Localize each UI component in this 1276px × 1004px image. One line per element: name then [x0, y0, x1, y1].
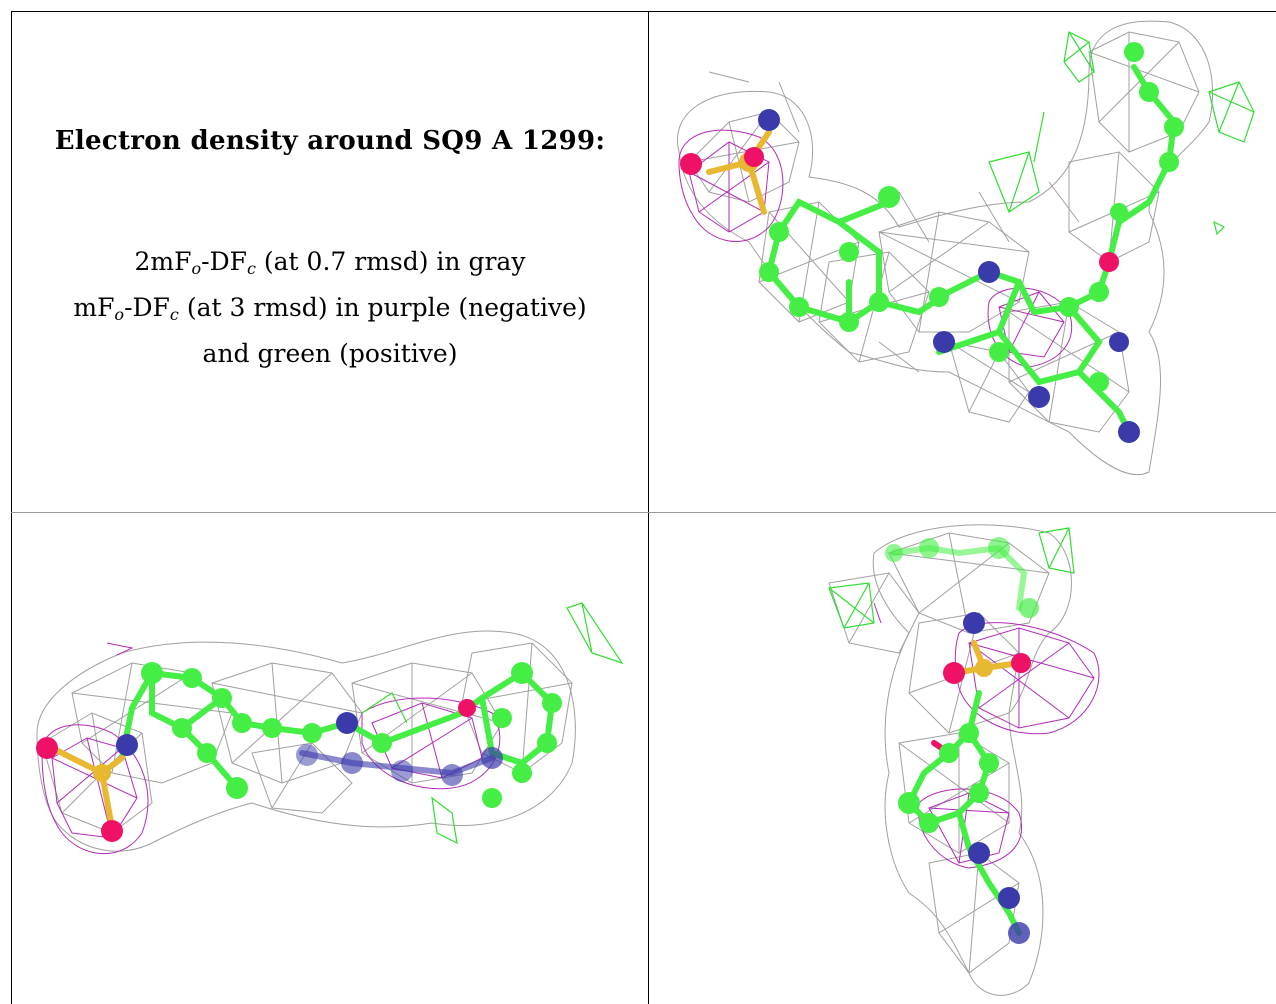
grid-border-top	[11, 11, 1276, 12]
figure-grid: Electron density around SQ9 A 1299: 2mFo…	[11, 11, 1276, 1004]
legend-fofc-b: -DF	[124, 293, 170, 322]
caption-cell: Electron density around SQ9 A 1299: 2mFo…	[12, 12, 648, 512]
legend-fofc-b-sub: c	[169, 305, 179, 324]
density-view-1	[649, 12, 1276, 512]
molecule-icon	[828, 524, 1100, 996]
molecule-icon	[36, 602, 624, 855]
grid-divider-vertical	[648, 11, 649, 1004]
density-view-2	[12, 513, 648, 1004]
legend-2fofc-b: -DF	[201, 247, 247, 276]
grid-divider-horizontal	[11, 512, 1276, 513]
figure-title: Electron density around SQ9 A 1299:	[54, 126, 606, 156]
legend-2fofc-b-sub: c	[246, 259, 256, 278]
legend-2fofc-a: 2mF	[134, 247, 192, 276]
legend-2fofc-a-sub: o	[191, 259, 202, 278]
legend-line-2fofc: 2mFo-DFc (at 0.7 rmsd) in gray	[12, 242, 648, 288]
molecule-icon	[677, 20, 1255, 476]
legend-fofc-rest: (at 3 rmsd) in purple (negative)	[178, 293, 587, 322]
legend-line-fofc: mFo-DFc (at 3 rmsd) in purple (negative)	[12, 288, 648, 334]
map-legend: 2mFo-DFc (at 0.7 rmsd) in gray mFo-DFc (…	[12, 242, 648, 373]
legend-line-colors: and green (positive)	[202, 339, 458, 368]
grid-border-left	[11, 11, 12, 1004]
density-view-3	[649, 513, 1276, 1004]
legend-2fofc-rest: (at 0.7 rmsd) in gray	[255, 247, 526, 276]
legend-fofc-a-sub: o	[114, 305, 125, 324]
legend-fofc-a: mF	[73, 293, 115, 322]
